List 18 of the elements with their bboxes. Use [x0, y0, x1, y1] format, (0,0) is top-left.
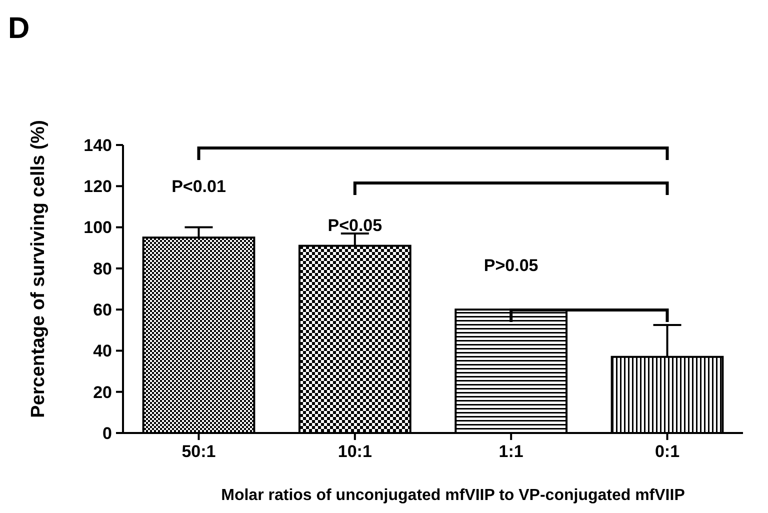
x-axis-title: Molar ratios of unconjugated mfVIIP to VP-conjugated mfVIIP: [221, 487, 686, 504]
annotation: P<0.01: [172, 177, 226, 196]
annotation: P>0.05: [484, 256, 538, 275]
x-tick-label: 0:1: [654, 442, 680, 461]
y-tick-label: 0: [102, 424, 112, 443]
x-tick-label: 50:1: [182, 442, 216, 461]
x-tick-label: 1:1: [498, 442, 524, 461]
y-tick-label: 80: [93, 259, 112, 278]
text: D: [8, 12, 30, 45]
y-tick-label: 100: [84, 218, 112, 238]
x-tick-label: 10:1: [338, 442, 372, 461]
y-axis-title: Percentage of surviving cells (%): [28, 120, 49, 418]
annotation: P<0.05: [328, 216, 382, 235]
y-tick-label: 20: [93, 382, 112, 402]
y-tick-label: 140: [84, 136, 112, 155]
y-tick-label: 60: [93, 300, 112, 320]
y-tick-label: 40: [93, 342, 112, 361]
y-tick-label: 120: [84, 177, 112, 196]
